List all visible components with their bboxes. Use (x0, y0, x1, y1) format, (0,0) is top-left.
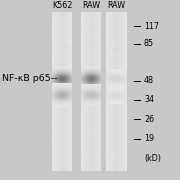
Text: 117: 117 (144, 22, 159, 31)
Text: (kD): (kD) (144, 154, 161, 163)
Text: NF-κB p65--: NF-κB p65-- (2, 74, 57, 83)
Text: RAW: RAW (82, 1, 100, 10)
Text: 26: 26 (144, 115, 154, 124)
Text: 34: 34 (144, 95, 154, 104)
Bar (52, 13, 126, 171)
Text: 19: 19 (144, 134, 154, 143)
Text: 85: 85 (144, 39, 154, 48)
Text: RAW: RAW (107, 1, 125, 10)
Text: 48: 48 (144, 76, 154, 85)
Bar (101, 13, 106, 171)
Text: K562: K562 (52, 1, 72, 10)
Bar (72, 13, 81, 171)
